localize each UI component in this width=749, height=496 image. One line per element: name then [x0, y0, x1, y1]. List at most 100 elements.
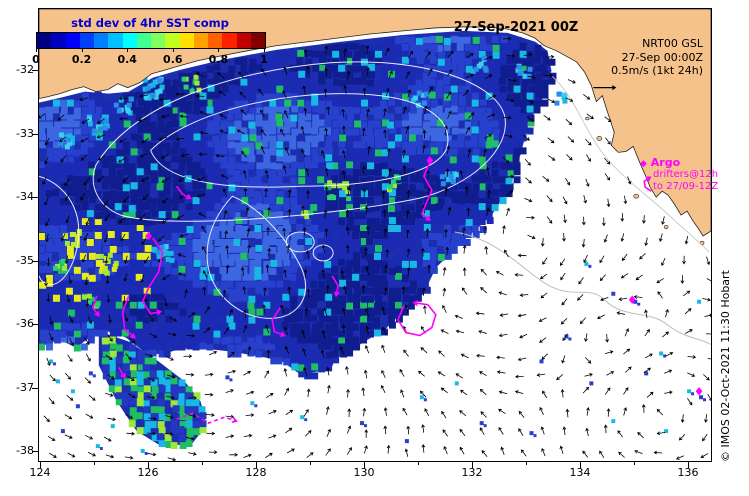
axis-tick [32, 133, 38, 135]
axis-tick [32, 70, 38, 71]
colorbar-segment [222, 33, 237, 48]
axis-tick [32, 451, 38, 452]
drifter-track [141, 237, 164, 315]
y-axis-tick-label: -37 [16, 380, 34, 394]
axis-tick [32, 387, 38, 389]
colorbar-tick [218, 48, 220, 52]
drifter-track [156, 309, 163, 316]
island [596, 136, 603, 141]
vector-scale-arrow [593, 85, 617, 91]
y-axis-tick-label: -38 [16, 444, 34, 457]
overlay-legend: ◆ Argo drifters@12h to 27/09-12Z [640, 156, 745, 193]
x-axis-tick-label: 134 [569, 466, 591, 479]
legend-argo: ◆ Argo [640, 156, 745, 169]
sst-speckle-layer [45, 42, 557, 359]
colorbar-segment [136, 33, 151, 48]
x-axis-tick-label: 128 [245, 466, 267, 479]
legend-drifters-line2: to 27/09-12Z [653, 181, 719, 192]
date-title: 27-Sep-2021 00Z [453, 20, 579, 35]
drifter-argo-overlay [91, 156, 703, 425]
axis-tick [256, 462, 257, 468]
sst-speckles [39, 35, 707, 456]
drifter-track [412, 300, 419, 307]
land [39, 9, 711, 246]
model-info: NRT00 GSL 27-Sep 00:00Z 0.5m/s (1kt 24h) [555, 37, 703, 78]
colorbar-tick-label: 0.2 [71, 53, 92, 66]
colorbar-segment [250, 33, 265, 48]
axis-tick [40, 462, 41, 468]
sea-level-contours [39, 61, 506, 319]
colorbar-tick-label: 1 [260, 53, 268, 66]
drifter-track [185, 193, 192, 200]
colorbar-tick-label: 0 [32, 53, 40, 66]
colorbar-segment [236, 33, 251, 48]
x-axis-tick-label: 130 [353, 466, 375, 479]
argo-diamond-icon: ◆ [640, 159, 647, 169]
axis-tick [32, 260, 38, 262]
colorbar-tick [81, 48, 83, 52]
contour-line [39, 175, 80, 286]
y-axis-tick-label: -32 [16, 63, 34, 76]
axis-tick [148, 462, 149, 468]
axis-minor-tick [310, 462, 311, 465]
drifter-track [94, 311, 100, 317]
axis-tick [688, 462, 689, 468]
legend-drifters-line1: drifters@12h [653, 169, 719, 180]
axis-minor-tick [418, 462, 419, 465]
argo-float-marker [426, 156, 434, 165]
front-lines [454, 75, 711, 345]
sst-speckle-layer [39, 218, 152, 302]
colorbar-segment [37, 33, 52, 48]
sst-speckle-layer [101, 344, 207, 442]
contour-line [206, 195, 307, 319]
colorbar-tick [172, 48, 174, 52]
y-axis-tick-label: -35 [16, 253, 34, 267]
colorbar-segment [193, 33, 208, 48]
colorbar-tick-label: 0.8 [208, 53, 229, 66]
contour-line [150, 93, 449, 188]
argo-float-marker [695, 387, 703, 396]
island [585, 116, 590, 121]
x-axis-tick-label: 136 [677, 466, 699, 479]
drifter-track [130, 333, 136, 339]
colorbar-tick-label: 0.4 [117, 53, 137, 66]
land-australia [39, 9, 711, 237]
drifter-track [645, 176, 652, 182]
colorbar-tick-label: 0.6 [163, 53, 183, 66]
colorbar-segment [165, 33, 180, 48]
model-valid-time: 27-Sep 00:00Z [621, 50, 703, 64]
drifter-track [643, 176, 652, 192]
drifter-track [120, 372, 126, 379]
drifter-track [175, 185, 191, 199]
colorbar-segment [108, 33, 123, 48]
axis-tick [580, 462, 581, 468]
drifter-track [231, 417, 238, 423]
argo-float-marker [628, 295, 636, 304]
axis-minor-tick [526, 462, 527, 465]
axis-tick [364, 462, 365, 468]
colorbar-segment [151, 33, 166, 48]
drifter-track [333, 291, 340, 298]
contour-line [92, 61, 506, 222]
colorbar-tick [127, 48, 129, 52]
y-axis-tick-label: -33 [16, 126, 34, 140]
map-svg [39, 9, 711, 461]
colorbar-tick [36, 48, 37, 52]
credit-vertical: © IMOS 02-Oct-2021 11:30 Hobart [719, 270, 732, 462]
sst-speckle-layer [62, 229, 118, 274]
axis-minor-tick [202, 462, 203, 465]
drifter-track [279, 331, 286, 338]
island [663, 224, 669, 230]
legend-argo-label: Argo [650, 156, 681, 169]
current-vector-field [39, 36, 711, 461]
x-axis-tick-label: 126 [137, 466, 159, 479]
colorbar [36, 32, 266, 49]
drifter-track [425, 215, 432, 222]
drifter-track [420, 162, 433, 221]
front-line [454, 231, 711, 345]
colorbar-tick [264, 48, 265, 52]
drifter-track [176, 412, 237, 425]
colorbar-segment [51, 33, 66, 48]
colorbar-segment [208, 33, 223, 48]
